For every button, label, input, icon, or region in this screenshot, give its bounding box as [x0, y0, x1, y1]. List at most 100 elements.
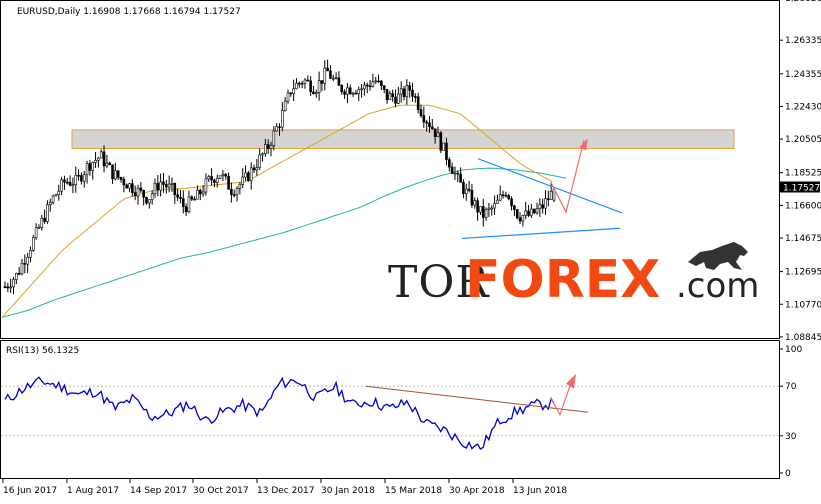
candle-body: [447, 159, 451, 168]
candle-body: [224, 173, 228, 177]
candle-body: [167, 183, 171, 188]
candle-body: [535, 208, 539, 214]
candle-body: [145, 196, 148, 204]
candle-body: [142, 190, 145, 198]
candle-body: [275, 126, 278, 132]
candle-body: [408, 85, 411, 91]
price-y-tick-label: 1.28820: [785, 0, 821, 4]
candle-body: [481, 206, 485, 218]
candle-body: [363, 84, 366, 90]
candle-body: [94, 159, 97, 163]
rsi-y-tick-label: 70: [785, 382, 797, 392]
candle-body: [159, 181, 162, 191]
candle-body: [213, 179, 216, 183]
candle-body: [207, 176, 211, 180]
candle-body: [54, 194, 58, 197]
candle-body: [88, 163, 92, 171]
candle-body: [513, 205, 516, 210]
candle-body: [249, 167, 253, 181]
candle-body: [133, 192, 137, 197]
candle-body: [179, 196, 182, 199]
candle-body: [317, 80, 321, 93]
candle-body: [68, 181, 72, 186]
candle-body: [292, 88, 295, 94]
torforex-logo: TOR FOREX .com: [388, 242, 759, 310]
candle-body: [264, 144, 267, 154]
price-y-tick-label: 1.12695: [785, 268, 821, 278]
x-tick-label: 14 Sep 2017: [130, 486, 187, 496]
candle-body: [527, 210, 530, 216]
candle-body: [20, 263, 24, 275]
candle-body: [210, 176, 213, 181]
candle-body: [114, 170, 117, 180]
candle-body: [286, 92, 290, 102]
candle-body: [428, 122, 431, 128]
candle-body: [116, 170, 120, 178]
candle-body: [261, 153, 264, 156]
candle-body: [334, 77, 338, 80]
candle-body: [462, 182, 465, 194]
x-tick-label: 1 Aug 2017: [67, 486, 119, 496]
current-price-box: [780, 181, 820, 193]
candle-body: [51, 195, 55, 203]
candle-body: [218, 175, 222, 179]
bull-icon: [688, 242, 748, 270]
candle-body: [193, 198, 196, 201]
price-panel-frame: [0, 0, 780, 339]
candle-body: [351, 92, 355, 95]
price-y-tick-label: 1.26335: [785, 36, 821, 46]
candle-body: [397, 93, 400, 104]
candle-body: [156, 183, 160, 191]
candle-body: [456, 172, 460, 175]
rsi-panel-frame: [0, 340, 780, 479]
candle-body: [6, 286, 10, 289]
candle-body: [320, 80, 324, 84]
candle-body: [425, 121, 428, 124]
candle-body: [504, 194, 508, 197]
candle-body: [414, 96, 417, 98]
candle-body: [196, 189, 199, 200]
x-tick-label: 30 Apr 2018: [449, 486, 505, 496]
candle-body: [17, 273, 21, 275]
rsi-y-tick-label: 0: [785, 469, 791, 479]
price-y-tick-label: 1.10770: [785, 300, 821, 310]
candle-body: [323, 67, 327, 84]
candle-body: [300, 82, 304, 85]
rsi-trendline: [365, 385, 589, 413]
candle-body: [201, 191, 205, 195]
candle-body: [431, 126, 434, 130]
candle-body: [29, 249, 32, 258]
candle-body: [187, 196, 191, 212]
candle-body: [354, 92, 358, 95]
price-y-tick-label: 1.08845: [785, 333, 821, 343]
candle-body: [241, 176, 245, 185]
candle-body: [450, 166, 454, 174]
forecast-arrowhead: [579, 138, 588, 151]
candle-body: [289, 92, 293, 95]
candle-body: [433, 128, 437, 138]
candle-body: [162, 181, 165, 185]
candle-body: [377, 80, 380, 83]
candle-body: [442, 142, 445, 151]
candle-body: [549, 191, 553, 200]
candle-body: [181, 198, 185, 208]
candle-body: [439, 132, 443, 151]
candle-body: [60, 179, 63, 192]
candle-body: [269, 145, 273, 149]
logo-forex: FOREX: [465, 250, 660, 310]
chart-info: EURUSD,Daily 1.16908 1.17668 1.16794 1.1…: [17, 7, 241, 17]
rsi-line: [4, 376, 555, 451]
candle-body: [298, 82, 301, 85]
ma-slow-line: [1, 167, 567, 318]
candle-body: [77, 174, 80, 177]
candle-body: [176, 194, 179, 198]
candle-body: [3, 286, 7, 289]
price-y-tick-label: 1.20505: [785, 135, 821, 145]
rsi-forecast-arrow: [550, 379, 573, 417]
candle-body: [105, 162, 109, 167]
resistance-zone: [71, 129, 735, 150]
candle-body: [445, 142, 448, 160]
candle-body: [411, 89, 414, 97]
candle-body: [343, 91, 346, 95]
